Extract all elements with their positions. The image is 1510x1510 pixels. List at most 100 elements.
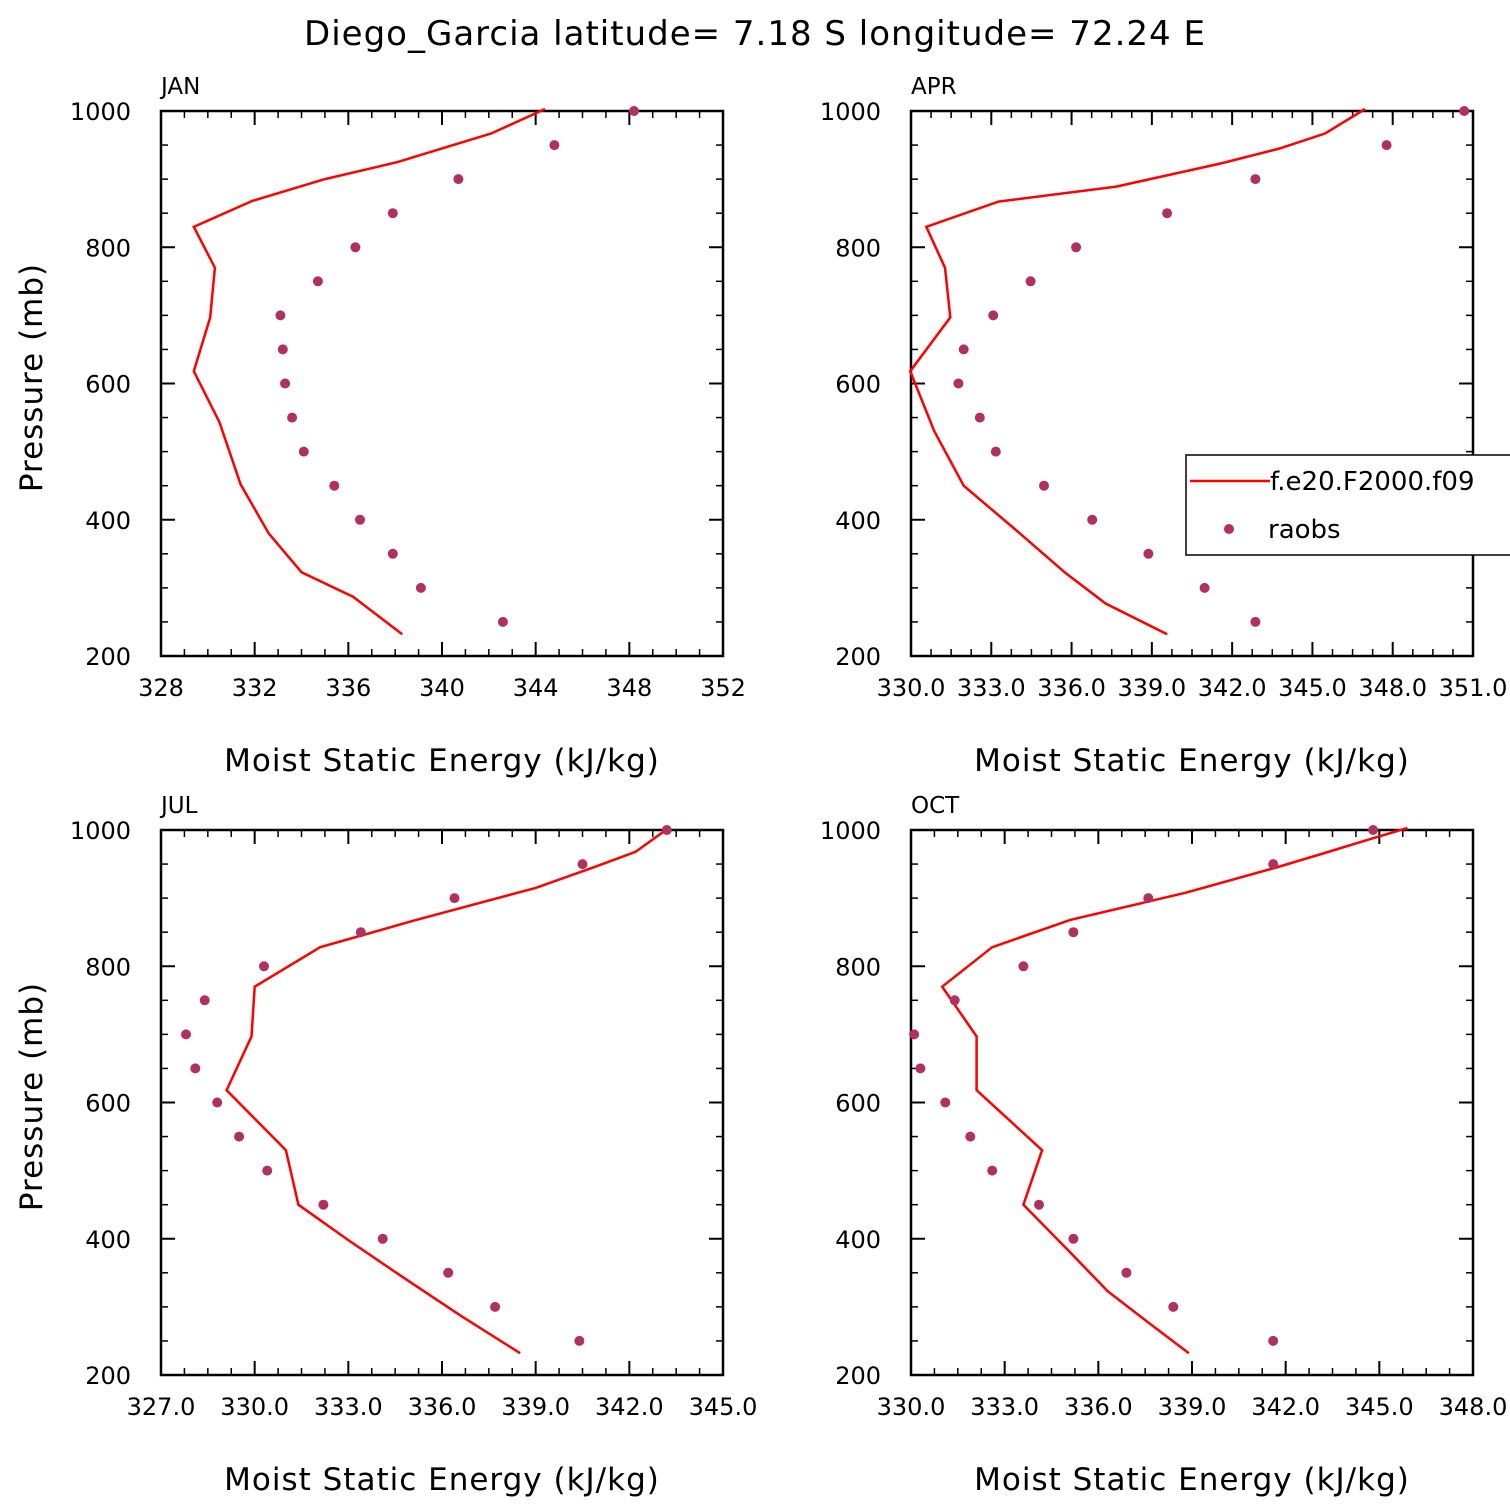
panel-jul: 327.0 330.0 333.0 336.0 339.0 342.0 345.0 200 40… xyxy=(14,793,757,1498)
plot-frame xyxy=(909,828,1475,1377)
data-point-raobs xyxy=(1199,582,1210,593)
x-axis-label: Moist Static Energy (kJ/kg) xyxy=(974,743,1410,779)
x-tick-label: 344 xyxy=(513,674,559,702)
data-point-raobs xyxy=(577,859,588,870)
y-tick-label: 600 xyxy=(835,1090,881,1118)
data-point-raobs xyxy=(987,1165,998,1176)
data-point-raobs xyxy=(1039,480,1049,491)
panel-oct: 330.0 333.0 336.0 339.0 342.0 345.0 348.0 200 40… xyxy=(820,793,1507,1498)
data-point-raobs xyxy=(574,1335,585,1346)
data-point-raobs xyxy=(549,140,560,151)
data-point-raobs xyxy=(1143,893,1154,904)
x-tick-label: 348 xyxy=(606,674,652,702)
data-point-raobs xyxy=(312,276,323,287)
series-line-model xyxy=(225,828,668,1355)
data-point-raobs xyxy=(199,995,210,1006)
data-point-raobs xyxy=(1381,140,1392,151)
data-point-raobs xyxy=(387,208,398,219)
y-tick-label: 1000 xyxy=(70,98,131,126)
data-point-raobs xyxy=(355,514,365,525)
data-point-raobs xyxy=(990,446,1001,457)
panel-jan: 328 332 336 340 344 348 352 200 400 600 800 1000 JAN… xyxy=(14,74,746,779)
data-point-raobs xyxy=(275,310,286,321)
data-point-raobs xyxy=(1025,276,1036,287)
y-tick-label: 400 xyxy=(835,1226,881,1254)
x-tick-label: 327.0 xyxy=(127,1393,196,1421)
data-point-raobs xyxy=(629,106,639,116)
data-point-raobs xyxy=(259,961,269,972)
x-tick-label: 348.0 xyxy=(1358,674,1427,702)
panel-apr: 330.0 333.0 336.0 339.0 342.0 345.0 348.0 351.0… xyxy=(820,74,1507,779)
data-point-raobs xyxy=(453,174,464,185)
x-axis-label: Moist Static Energy (kJ/kg) xyxy=(224,1462,660,1498)
data-point-raobs xyxy=(490,1301,501,1312)
x-tick-label: 340 xyxy=(419,674,465,702)
data-point-raobs xyxy=(1250,616,1261,627)
series-line-model xyxy=(940,826,1408,1355)
panel-label: JUL xyxy=(159,793,198,819)
data-point-raobs xyxy=(329,480,340,491)
legend-entry-raobs: raobs xyxy=(1268,515,1341,545)
data-point-raobs xyxy=(350,242,361,253)
y-tick-label: 600 xyxy=(835,371,881,399)
data-point-raobs xyxy=(988,310,999,321)
data-point-raobs xyxy=(953,378,964,389)
x-tick-label: 330.0 xyxy=(877,674,946,702)
data-point-raobs xyxy=(974,412,985,423)
y-tick-label: 800 xyxy=(85,234,131,262)
data-point-raobs xyxy=(355,927,366,938)
data-point-raobs xyxy=(449,893,460,904)
series-line-model xyxy=(192,107,546,636)
x-tick-label: 339.0 xyxy=(1117,674,1186,702)
data-point-raobs xyxy=(949,995,960,1006)
panels-group: 328 332 336 340 344 348 352 200 400 600 800 1000 JAN… xyxy=(14,74,1507,1498)
x-tick-label: 352 xyxy=(700,674,746,702)
data-point-raobs xyxy=(1459,106,1470,116)
x-tick-label: 336.0 xyxy=(1064,1393,1133,1421)
data-point-raobs xyxy=(1034,1199,1044,1210)
panel-label: JAN xyxy=(159,74,200,100)
x-tick-label: 333.0 xyxy=(970,1393,1039,1421)
x-axis-label: Moist Static Energy (kJ/kg) xyxy=(974,1462,1410,1498)
y-tick-label: 400 xyxy=(85,507,131,535)
x-tick-label: 351.0 xyxy=(1439,674,1508,702)
x-tick-label: 345.0 xyxy=(1278,674,1347,702)
data-point-raobs xyxy=(212,1097,223,1108)
y-tick-label: 400 xyxy=(85,1226,131,1254)
y-tick-label: 200 xyxy=(85,1362,131,1390)
data-point-raobs xyxy=(965,1131,976,1142)
plot-frame xyxy=(159,109,725,658)
x-tick-label: 342.0 xyxy=(1251,1393,1320,1421)
data-point-raobs xyxy=(1071,242,1082,253)
x-tick-label: 336 xyxy=(325,674,371,702)
panel-label: OCT xyxy=(911,793,960,819)
x-tick-label: 330.0 xyxy=(220,1393,289,1421)
y-tick-label: 800 xyxy=(835,234,881,262)
x-tick-label: 339.0 xyxy=(1158,1393,1227,1421)
y-tick-label: 400 xyxy=(835,507,881,535)
legend-box xyxy=(1185,454,1510,556)
data-point-raobs xyxy=(280,378,291,389)
data-point-raobs xyxy=(1121,1267,1132,1278)
x-tick-label: 332 xyxy=(232,674,278,702)
data-point-raobs xyxy=(1143,548,1154,559)
x-tick-label: 336.0 xyxy=(408,1393,477,1421)
data-point-raobs xyxy=(190,1063,201,1074)
y-axis-label: Pressure (mb) xyxy=(14,263,50,492)
data-point-raobs xyxy=(1368,825,1379,835)
x-tick-label: 345.0 xyxy=(1345,1393,1414,1421)
data-point-raobs xyxy=(1087,514,1098,525)
y-tick-label: 600 xyxy=(85,1090,131,1118)
legend: f.e20.F2000.f09 raobs xyxy=(1185,454,1510,556)
data-point-raobs xyxy=(1068,927,1079,938)
data-point-raobs xyxy=(1250,174,1261,185)
data-point-raobs xyxy=(661,825,672,835)
data-point-raobs xyxy=(1068,1233,1079,1244)
data-point-raobs xyxy=(1268,859,1279,870)
data-point-raobs xyxy=(298,446,309,457)
x-tick-label: 333.0 xyxy=(314,1393,383,1421)
plot-frame xyxy=(159,828,725,1377)
data-point-raobs xyxy=(415,582,426,593)
y-tick-label: 200 xyxy=(835,643,881,671)
